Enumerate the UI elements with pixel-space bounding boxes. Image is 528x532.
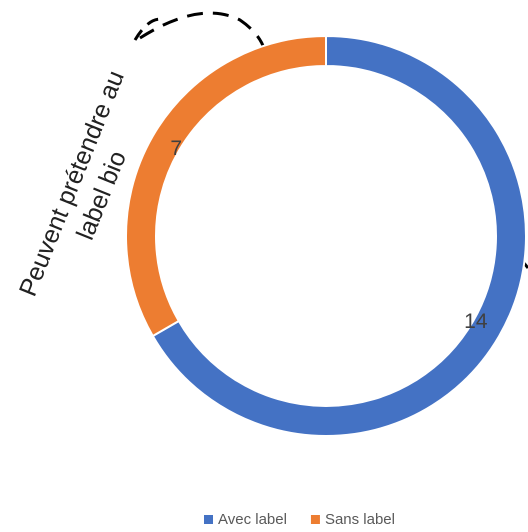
data-label: 7: [170, 137, 182, 160]
legend-label: Sans label: [325, 511, 395, 528]
legend-swatch: [310, 515, 320, 524]
slice: [151, 34, 527, 437]
decor-arc: [133, 17, 166, 41]
legend-swatch: [204, 515, 213, 524]
data-label: 14: [464, 310, 488, 333]
decor-arc: [139, 11, 268, 56]
slice: [125, 34, 327, 338]
legend-label: Avec label: [218, 511, 287, 528]
